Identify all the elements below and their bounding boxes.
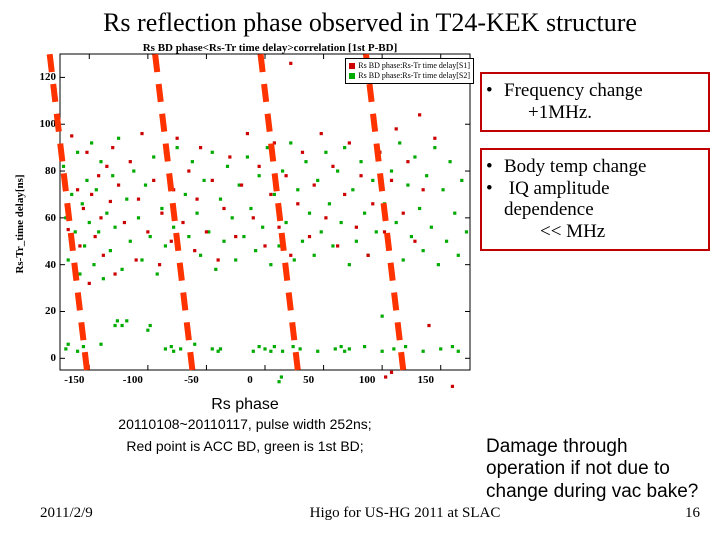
footer: 2011/2/9 Higo for US-HG 2011 at SLAC 16 xyxy=(0,505,720,536)
box2-item1: Body temp change xyxy=(498,156,702,178)
highlight-box-2: Body temp change IQ amplitude dependence… xyxy=(480,148,710,251)
box2-item2: IQ amplitude dependence<< MHz xyxy=(498,178,702,244)
slide-title: Rs reflection phase observed in T24-KEK … xyxy=(0,0,720,42)
legend-swatch-green xyxy=(349,73,355,79)
caption-line-2: Red point is ACC BD, green is 1st BD; xyxy=(10,438,480,454)
rs-phase-label: Rs phase xyxy=(10,396,480,414)
scatter-plot xyxy=(60,54,470,374)
legend-label-1: Rs BD phase:Rs-Tr time delay[S1] xyxy=(358,61,470,71)
conclusion-text: Damage through operation if not due to c… xyxy=(480,436,706,504)
footer-attribution: Higo for US-HG 2011 at SLAC xyxy=(150,505,660,536)
legend-label-2: Rs BD phase:Rs-Tr time delay[S2] xyxy=(358,71,470,81)
right-column: Frequency change+1MHz. Body temp change … xyxy=(480,42,710,454)
y-ticks: 020406080100120 xyxy=(30,54,56,374)
legend-swatch-red xyxy=(349,63,355,69)
page-number: 16 xyxy=(660,505,720,536)
chart-area: Rs BD phase<Rs-Tr time delay>correlation… xyxy=(10,42,480,454)
box1-item1: Frequency change+1MHz. xyxy=(498,80,702,124)
plot-wrap: Rs-Tr_time delay[ns] 020406080100120 -15… xyxy=(10,54,480,394)
footer-date: 2011/2/9 xyxy=(0,505,150,536)
main-content: Rs BD phase<Rs-Tr time delay>correlation… xyxy=(0,42,720,454)
caption-line-1: 20110108~20110117, pulse width 252ns; xyxy=(10,416,480,432)
y-axis-label: Rs-Tr_time delay[ns] xyxy=(14,174,26,273)
chart-title: Rs BD phase<Rs-Tr time delay>correlation… xyxy=(60,42,480,54)
chart-captions: Rs phase 20110108~20110117, pulse width … xyxy=(10,396,480,454)
chart-legend: Rs BD phase:Rs-Tr time delay[S1] Rs BD p… xyxy=(345,58,474,84)
highlight-box-1: Frequency change+1MHz. xyxy=(480,72,710,132)
